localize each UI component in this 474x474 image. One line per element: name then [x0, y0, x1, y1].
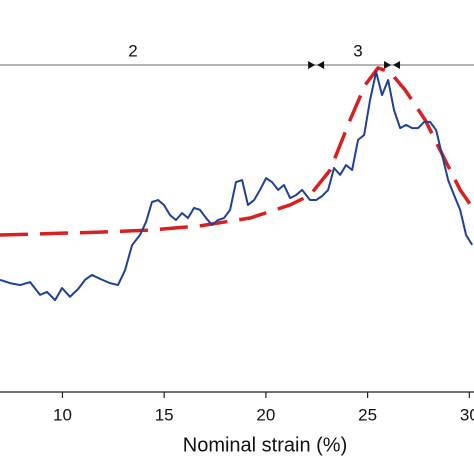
- x-tick-label: 20: [256, 405, 275, 424]
- region-label: 3: [353, 41, 362, 60]
- fit-line: [0, 66, 474, 237]
- region-arrow: [393, 61, 401, 69]
- region-arrow: [308, 61, 316, 69]
- x-tick-label: 15: [155, 405, 174, 424]
- region-label: 2: [128, 41, 137, 60]
- x-tick-label: 10: [53, 405, 72, 424]
- region-arrow: [317, 61, 325, 69]
- x-axis-label: Nominal strain (%): [183, 434, 347, 456]
- x-tick-label: 25: [358, 405, 377, 424]
- region-arrow: [384, 61, 392, 69]
- x-tick-label: 30: [460, 405, 474, 424]
- data-line: [0, 70, 474, 302]
